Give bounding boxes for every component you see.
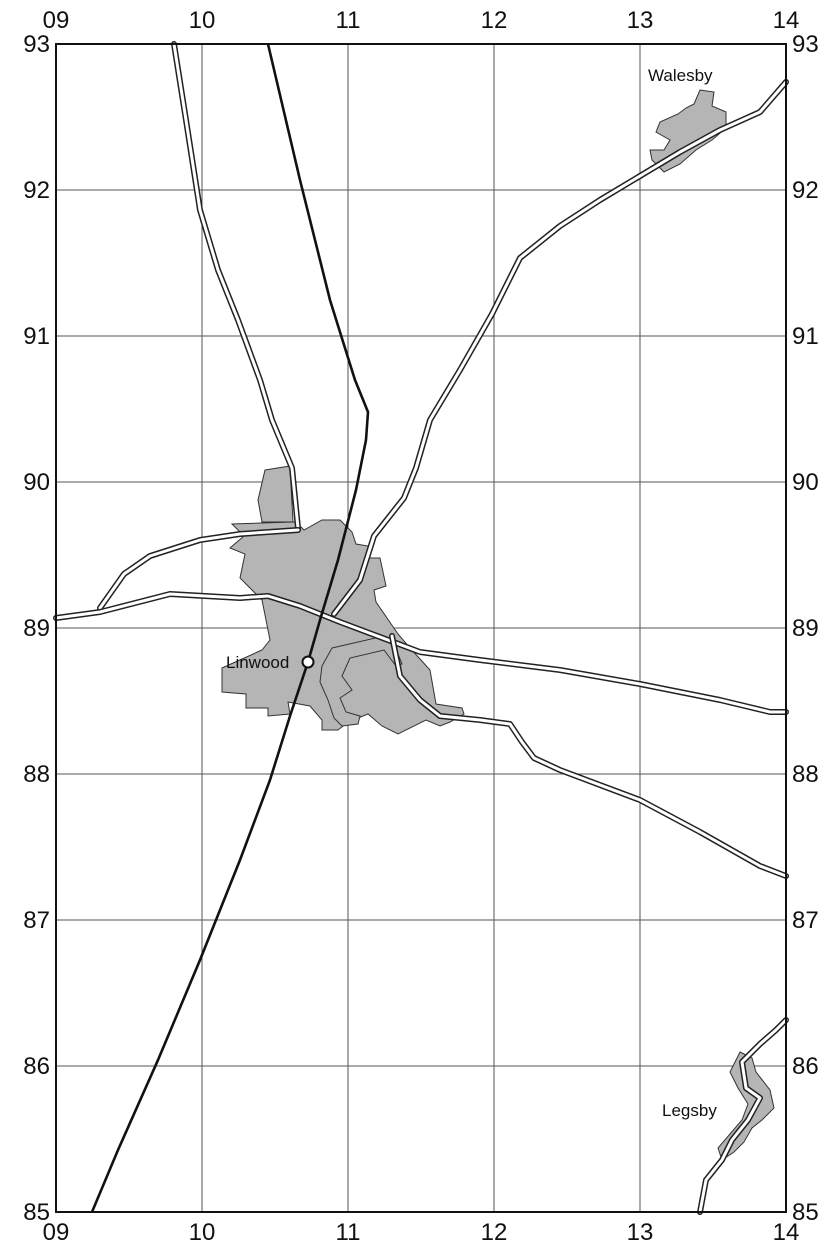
road-southeast (390, 634, 788, 878)
place-label-walesby: Walesby (648, 66, 713, 85)
northing-label-right: 93 (792, 31, 819, 58)
easting-label-top: 13 (627, 7, 654, 34)
northing-label-left: 90 (23, 469, 50, 496)
road-southeast-casing (389, 633, 789, 879)
northing-label-left: 86 (23, 1053, 50, 1080)
place-label-legsby: Legsby (662, 1101, 717, 1120)
easting-label-top: 11 (336, 7, 361, 34)
town-area-linwood (319, 635, 403, 727)
road-west (54, 592, 788, 714)
northing-label-left: 88 (23, 761, 50, 788)
easting-label-bottom: 10 (189, 1219, 216, 1246)
easting-labels-bottom: 09 10 11 12 13 14 (43, 1219, 800, 1246)
easting-label-top: 12 (481, 7, 508, 34)
road-northeast (332, 80, 788, 616)
roads (53, 41, 789, 1215)
northing-label-left: 92 (23, 177, 50, 204)
easting-label-bottom: 11 (336, 1219, 361, 1246)
northing-label-left: 91 (23, 323, 50, 350)
easting-label-bottom: 13 (627, 1219, 654, 1246)
town-area-walesby (649, 89, 727, 173)
northing-label-right: 85 (792, 1199, 819, 1226)
northing-label-right: 91 (792, 323, 819, 350)
easting-label-top: 09 (43, 7, 70, 34)
easting-label-top: 10 (189, 7, 216, 34)
road-north (172, 42, 300, 530)
northing-label-right: 92 (792, 177, 819, 204)
northing-labels-left: 93 92 91 90 89 88 87 86 85 (23, 31, 50, 1226)
track-line (90, 43, 370, 1213)
northing-label-right: 88 (792, 761, 819, 788)
map-frame (55, 43, 787, 1213)
grid-lines (56, 44, 786, 1212)
easting-labels-top: 09 10 11 12 13 14 (43, 7, 800, 34)
northing-label-left: 87 (23, 907, 50, 934)
road-west-upper (98, 528, 300, 610)
northing-label-right: 86 (792, 1053, 819, 1080)
northing-label-left: 93 (23, 31, 50, 58)
northing-label-right: 90 (792, 469, 819, 496)
easting-label-bottom: 12 (481, 1219, 508, 1246)
northing-label-left: 85 (23, 1199, 50, 1226)
easting-label-top: 14 (773, 7, 800, 34)
northing-label-left: 89 (23, 615, 50, 642)
road-north-casing (171, 41, 301, 531)
town-area-legsby (717, 1051, 775, 1161)
easting-label-bottom: 09 (43, 1219, 70, 1246)
track-point-marker (301, 655, 315, 669)
northing-label-right: 87 (792, 907, 819, 934)
built-up-areas (221, 89, 775, 1161)
northing-label-right: 89 (792, 615, 819, 642)
place-labels: Walesby Linwood Legsby (226, 66, 717, 1120)
northing-labels-right: 93 92 91 90 89 88 87 86 85 (792, 31, 819, 1226)
road-northeast-casing (331, 79, 789, 617)
place-label-linwood: Linwood (226, 653, 289, 672)
road-legsby (698, 1018, 788, 1214)
easting-label-bottom: 14 (773, 1219, 800, 1246)
